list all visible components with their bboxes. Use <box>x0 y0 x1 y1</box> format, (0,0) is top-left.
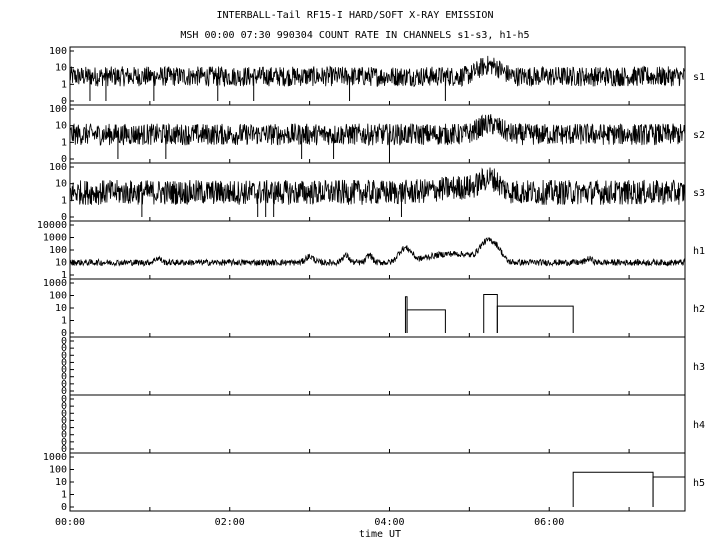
panel-stack: 1001010s11001010s21001010s31000010001001… <box>37 46 705 513</box>
series-s1 <box>69 55 686 88</box>
x-tick-label: 06:00 <box>534 517 564 528</box>
y-tick-label: 10 <box>55 179 67 190</box>
y-tick-label: 0 <box>61 336 67 347</box>
series-s3 <box>69 167 686 206</box>
panel-frame <box>69 220 686 280</box>
panel-label: h3 <box>693 362 705 373</box>
step-h5 <box>572 471 654 507</box>
panel-frame <box>69 394 686 454</box>
chart-subtitle: MSH 00:00 07:30 990304 COUNT RATE IN CHA… <box>180 30 529 41</box>
y-tick-label: 100 <box>49 291 67 302</box>
chart-title: INTERBALL-Tail RF15-I HARD/SOFT X-RAY EM… <box>217 10 494 21</box>
y-tick-label: 1000 <box>43 278 67 289</box>
y-tick-label: 100 <box>49 46 67 57</box>
series-s2 <box>69 114 686 147</box>
panel-label: h1 <box>693 246 705 257</box>
y-tick-label: 1 <box>61 490 67 501</box>
y-tick-label: 0 <box>61 415 67 426</box>
y-tick-label: 0 <box>61 379 67 390</box>
y-tick-label: 1 <box>61 79 67 90</box>
x-axis: 00:00 02:00 04:00 06:00 <box>55 517 564 528</box>
panel-label: h4 <box>693 420 705 431</box>
x-tick-label: 02:00 <box>215 517 245 528</box>
panel-label: s2 <box>693 130 705 141</box>
y-tick-label: 0 <box>61 365 67 376</box>
y-tick-label: 10 <box>55 258 67 269</box>
y-tick-label: 0 <box>61 328 67 339</box>
y-tick-label: 0 <box>61 372 67 383</box>
step-h2 <box>496 305 574 333</box>
y-tick-label: 0 <box>61 401 67 412</box>
step-h2 <box>406 309 446 333</box>
y-tick-label: 0 <box>61 386 67 397</box>
y-tick-label: 1 <box>61 137 67 148</box>
y-tick-label: 100 <box>49 245 67 256</box>
y-tick-label: 1 <box>61 270 67 281</box>
x-tick-label: 04:00 <box>374 517 404 528</box>
y-tick-label: 1000 <box>43 233 67 244</box>
y-tick-label: 0 <box>61 430 67 441</box>
y-tick-label: 0 <box>61 154 67 165</box>
y-tick-label: 1 <box>61 316 67 327</box>
panel-label: h2 <box>693 304 705 315</box>
step-h2 <box>483 294 498 333</box>
y-tick-label: 0 <box>61 212 67 223</box>
step-h5 <box>652 476 686 507</box>
y-tick-label: 0 <box>61 357 67 368</box>
y-tick-label: 0 <box>61 423 67 434</box>
y-tick-label: 0 <box>61 394 67 405</box>
y-tick-label: 100 <box>49 465 67 476</box>
panel-frame <box>69 336 686 396</box>
y-tick-label: 0 <box>61 96 67 107</box>
y-tick-label: 10 <box>55 121 67 132</box>
y-tick-label: 10 <box>55 63 67 74</box>
y-tick-label: 0 <box>61 502 67 513</box>
y-tick-label: 0 <box>61 437 67 448</box>
panel-label: s1 <box>693 72 705 83</box>
y-tick-label: 0 <box>61 408 67 419</box>
x-axis-label: time UT <box>359 529 401 540</box>
panel-frame <box>69 278 686 338</box>
panel-label: h5 <box>693 478 705 489</box>
y-tick-label: 100 <box>49 162 67 173</box>
y-tick-label: 0 <box>61 444 67 455</box>
y-tick-label: 10 <box>55 303 67 314</box>
y-tick-label: 10 <box>55 477 67 488</box>
y-tick-label: 1 <box>61 195 67 206</box>
y-tick-label: 0 <box>61 343 67 354</box>
y-tick-label: 10000 <box>37 220 67 231</box>
y-tick-label: 0 <box>61 350 67 361</box>
panel-label: s3 <box>693 188 705 199</box>
panel-frame <box>69 452 686 512</box>
y-tick-label: 1000 <box>43 452 67 463</box>
y-tick-label: 100 <box>49 104 67 115</box>
series-h1 <box>69 237 686 267</box>
x-tick-label: 00:00 <box>55 517 85 528</box>
